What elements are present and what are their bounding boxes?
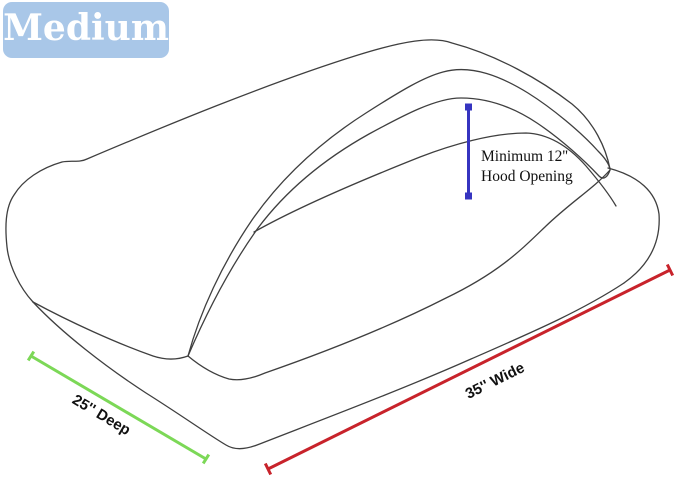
size-badge-label: Medium <box>3 7 169 49</box>
width-label: 35'' Wide <box>463 359 528 402</box>
width-measure-line <box>267 268 671 471</box>
depth-measure-cap-end <box>201 453 211 465</box>
size-badge: Medium <box>3 2 169 58</box>
cushion-seam-left-path <box>32 301 189 360</box>
depth-measure: 25'' Deep <box>26 350 211 465</box>
bed-right-corner-path <box>607 167 660 284</box>
bed-bottom-edge-path <box>32 282 625 450</box>
width-measure-cap-end <box>665 263 675 277</box>
hood-opening-label-line1: Minimum 12'' <box>481 148 568 165</box>
hood-opening-label-line2: Hood Opening <box>481 168 573 185</box>
hood-rim-inner-path <box>187 97 611 357</box>
width-measure: 35'' Wide <box>263 263 675 476</box>
bed-silhouette-path <box>5 39 611 303</box>
hood-opening-measure-cap-top <box>465 103 472 111</box>
depth-measure-cap-start <box>26 350 36 362</box>
depth-measure-line <box>30 354 207 461</box>
hood-opening-measure: Minimum 12'' Hood Opening <box>465 103 573 200</box>
hood-opening-cushion-path <box>253 132 617 233</box>
cushion-seam-front-path <box>187 169 611 381</box>
hood-rim-outer-path <box>187 68 611 357</box>
width-measure-cap-start <box>263 462 273 476</box>
hood-opening-measure-cap-bottom <box>465 192 472 200</box>
